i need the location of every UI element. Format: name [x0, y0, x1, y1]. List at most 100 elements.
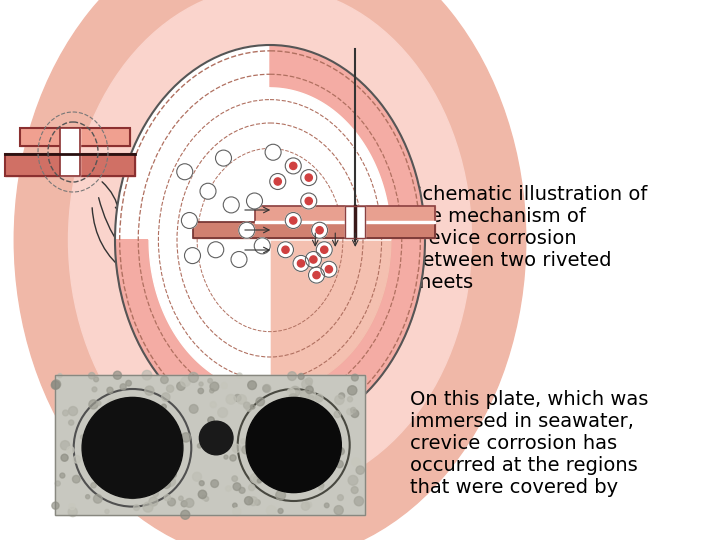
Polygon shape [149, 88, 270, 392]
Circle shape [63, 410, 68, 416]
Circle shape [208, 242, 224, 258]
Circle shape [215, 150, 232, 166]
Circle shape [122, 492, 129, 498]
Circle shape [184, 248, 200, 264]
Circle shape [179, 496, 183, 501]
Circle shape [294, 424, 299, 429]
Circle shape [231, 252, 247, 267]
Circle shape [120, 384, 126, 390]
Circle shape [264, 421, 270, 427]
Text: that were covered by: that were covered by [410, 478, 618, 497]
Circle shape [68, 508, 77, 517]
Bar [192, 222, 435, 238]
Circle shape [239, 488, 245, 494]
Circle shape [127, 448, 137, 457]
Circle shape [320, 483, 324, 488]
Circle shape [251, 474, 259, 483]
Circle shape [334, 505, 343, 515]
Circle shape [52, 380, 60, 389]
Bar [5, 154, 135, 176]
Circle shape [168, 498, 176, 506]
Circle shape [302, 416, 307, 422]
Circle shape [208, 417, 215, 423]
Circle shape [210, 389, 214, 393]
Circle shape [308, 396, 314, 401]
Bar [192, 222, 435, 238]
Bar [254, 206, 435, 222]
Circle shape [233, 508, 241, 516]
Circle shape [112, 429, 122, 438]
Circle shape [91, 483, 96, 488]
Circle shape [68, 420, 73, 425]
Circle shape [362, 376, 366, 381]
Circle shape [354, 497, 364, 506]
Circle shape [135, 408, 143, 416]
Circle shape [285, 213, 301, 228]
Circle shape [94, 377, 99, 382]
Bar [254, 221, 435, 223]
Circle shape [248, 484, 255, 491]
Circle shape [145, 448, 155, 458]
Circle shape [300, 390, 310, 400]
Circle shape [302, 502, 310, 510]
Circle shape [113, 371, 122, 379]
Circle shape [73, 456, 81, 463]
Circle shape [302, 379, 312, 389]
Circle shape [270, 173, 286, 190]
Text: Schematic illustration of: Schematic illustration of [410, 185, 647, 204]
Circle shape [289, 217, 297, 224]
Circle shape [313, 272, 320, 279]
Circle shape [52, 502, 59, 509]
Circle shape [348, 397, 353, 402]
Circle shape [176, 164, 193, 180]
Circle shape [223, 197, 239, 213]
Circle shape [253, 476, 261, 484]
Circle shape [247, 433, 256, 442]
Circle shape [283, 396, 289, 401]
Circle shape [263, 423, 268, 429]
Circle shape [161, 404, 166, 409]
Circle shape [181, 433, 191, 442]
Circle shape [325, 266, 333, 273]
Circle shape [263, 385, 270, 392]
Circle shape [166, 474, 174, 481]
Circle shape [282, 246, 289, 253]
Circle shape [51, 381, 60, 389]
Bar [60, 128, 80, 176]
Circle shape [288, 372, 297, 381]
Circle shape [181, 510, 190, 519]
Circle shape [295, 443, 303, 451]
Bar [20, 128, 130, 146]
Circle shape [232, 476, 238, 482]
Circle shape [256, 397, 264, 406]
Circle shape [356, 466, 364, 474]
Circle shape [338, 495, 343, 501]
Ellipse shape [115, 45, 425, 435]
Circle shape [89, 373, 95, 379]
Circle shape [136, 478, 144, 486]
Circle shape [256, 474, 261, 478]
Circle shape [334, 411, 341, 417]
Circle shape [285, 158, 301, 174]
Circle shape [120, 408, 127, 416]
Circle shape [305, 252, 321, 267]
Circle shape [245, 497, 253, 505]
Circle shape [320, 246, 328, 253]
Circle shape [312, 222, 328, 238]
Circle shape [176, 382, 185, 390]
Circle shape [210, 382, 219, 391]
Polygon shape [149, 88, 391, 240]
Circle shape [276, 417, 285, 426]
Circle shape [127, 418, 131, 423]
Circle shape [305, 198, 312, 205]
Circle shape [315, 394, 323, 402]
Circle shape [237, 395, 246, 404]
Circle shape [306, 386, 313, 394]
Circle shape [189, 404, 198, 413]
Circle shape [204, 496, 209, 501]
Circle shape [55, 481, 60, 486]
Circle shape [192, 472, 202, 481]
Circle shape [305, 378, 312, 385]
Circle shape [262, 450, 269, 457]
Circle shape [316, 227, 323, 234]
